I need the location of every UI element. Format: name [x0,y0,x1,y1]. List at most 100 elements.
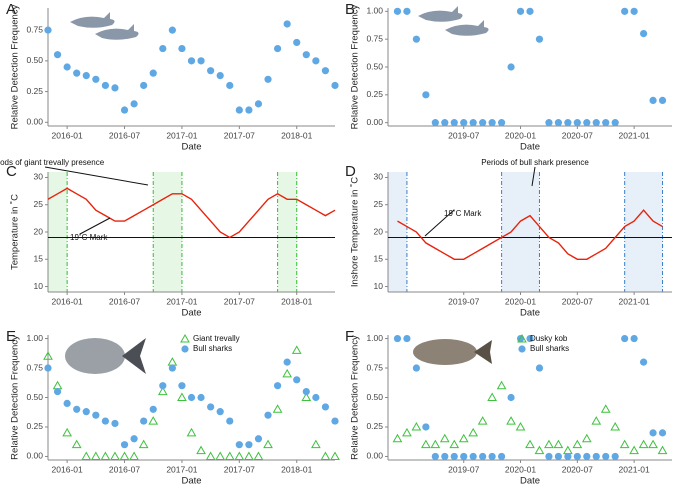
point [649,96,657,104]
annotation-leader [79,217,111,235]
point [245,441,253,449]
point [630,7,638,15]
point [403,334,411,343]
point [92,75,100,83]
point [63,63,71,71]
point [130,435,138,443]
point [564,119,572,127]
y-tick-label: 0.50 [26,392,43,402]
panel-label: D [345,163,356,180]
triangle-point [272,404,283,413]
presence-period [501,172,540,292]
triangle-point [553,439,564,449]
y-tick-label: 0.50 [26,55,43,65]
point [469,452,477,461]
point [658,429,667,437]
x-tick-label: 2016-07 [109,130,140,140]
triangle-point [186,427,197,437]
y-tick-label: 1.00 [366,6,383,16]
point [554,119,563,127]
x-tick-label: 2020-01 [505,130,536,140]
annotation: Periods of bull shark presence [481,158,589,167]
point [573,452,581,461]
triangle-point [544,439,554,449]
point [412,35,420,43]
point [507,393,515,402]
y-tick-label: 0.25 [366,421,383,431]
x-tick-label: 2021-01 [619,464,650,474]
point [216,72,224,80]
point [44,26,52,34]
point [554,452,563,461]
panel: F 0.00 0.25 0.50 0.75 1.00 2019-07 2020-01 2020-… [345,328,672,487]
y-tick-label: 30 [374,172,384,182]
point [573,119,581,127]
triangle-point [600,404,611,413]
point [254,100,263,108]
point [187,57,196,65]
y-tick-label: 0.75 [26,24,43,34]
legend-label: Giant trevally [193,334,240,343]
triangle-point [320,451,331,460]
x-axis-title: Date [181,476,201,487]
x-axis-title: Date [181,142,201,153]
x-tick-label: 2020-07 [562,130,593,140]
triangle-point [330,451,340,460]
x-tick-label: 2020-01 [505,464,536,474]
point [583,452,591,461]
point [545,452,553,461]
point [602,452,610,461]
point [498,452,506,461]
point [293,376,301,384]
point [235,441,243,449]
point [274,382,282,390]
triangle-point [458,433,469,443]
point [274,44,282,53]
point [479,452,487,461]
panel-label: A [6,1,16,18]
point [101,81,109,90]
point [611,452,619,461]
triangle-point [234,451,245,460]
point [82,408,90,416]
triangle-point [119,451,130,460]
point [44,364,52,372]
annotation-leader [424,209,455,237]
triangle-point [487,392,497,401]
x-tick-label: 2020-07 [562,464,593,474]
point [393,334,402,343]
point [488,452,496,461]
triangle-point [506,416,516,425]
point [658,96,667,104]
x-tick-label: 2017-01 [166,464,197,474]
y-tick-label: 1.00 [366,333,383,343]
presence-period [48,172,68,292]
point [403,7,411,15]
legend-swatch [181,345,189,353]
triangle-point [62,427,72,437]
point [178,44,186,53]
y-axis-title: Relative Detection Frequency [350,335,361,460]
triangle-point [301,392,312,401]
legend-swatch [518,345,526,353]
point [207,403,215,411]
y-tick-label: 0.25 [26,86,43,96]
y-tick-label: 15 [34,254,44,264]
y-axis-title: Relative Detection Frequency [10,335,21,460]
triangle-point [157,386,168,396]
point [516,7,525,15]
point [441,119,449,127]
reference-label: 19˚C Mark [70,233,108,242]
y-tick-label: 20 [34,226,44,236]
point [564,452,572,461]
panel: C 10 15 20 25 30 2016-01 2016-07 2017-01 2017-07 2… [0,158,336,319]
presence-period [153,172,182,292]
y-tick-label: 0.75 [366,362,383,372]
point [149,405,157,413]
point [526,334,534,343]
triangle-point [196,445,206,455]
x-tick-label: 2016-01 [52,130,83,140]
x-axis-title: Date [181,308,201,319]
legend-swatch [180,333,190,343]
point [302,388,310,396]
